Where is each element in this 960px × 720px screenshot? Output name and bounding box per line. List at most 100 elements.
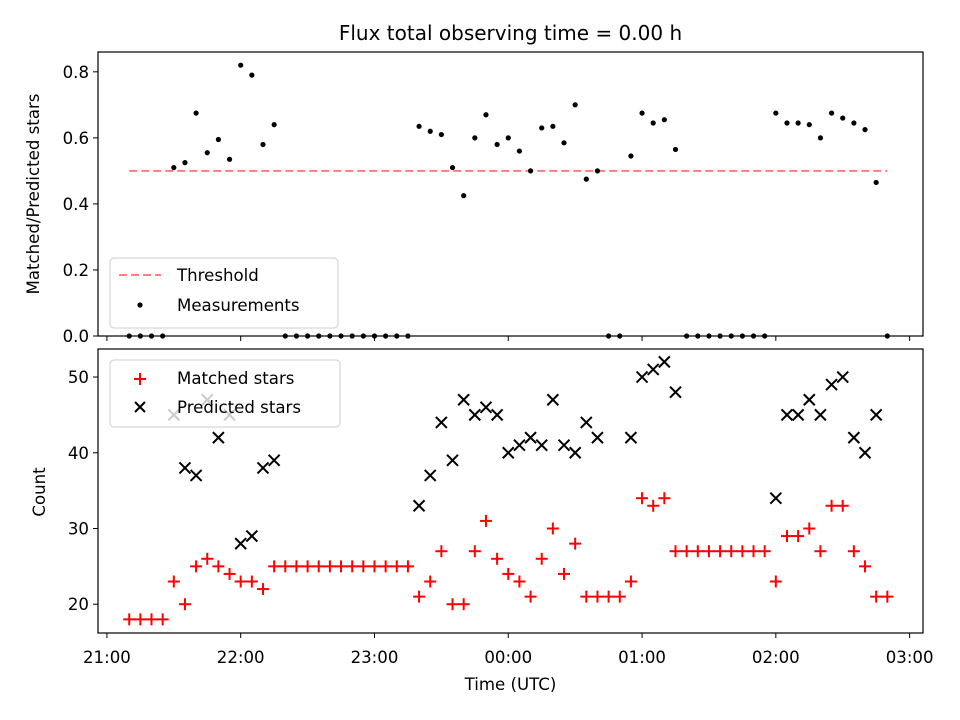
measurement-point bbox=[438, 131, 444, 138]
measurement-point bbox=[795, 120, 801, 126]
predicted-star-marker bbox=[457, 393, 470, 406]
predicted-star-marker bbox=[580, 416, 593, 429]
x-tick-label: 02:00 bbox=[752, 648, 800, 667]
matched-star-marker bbox=[190, 560, 203, 573]
measurement-point bbox=[840, 115, 846, 121]
matched-star-marker bbox=[803, 522, 816, 535]
predicted-legend-swatch bbox=[134, 401, 146, 413]
count-y-tick-label: 50 bbox=[68, 368, 89, 387]
measurement-point bbox=[806, 122, 812, 128]
matched-star-marker bbox=[290, 560, 303, 573]
matched-star-marker bbox=[714, 545, 727, 558]
predicted-star-marker bbox=[245, 529, 259, 543]
measurements-legend-label: Measurements bbox=[177, 296, 300, 315]
measurement-point bbox=[472, 135, 478, 141]
predicted-star-marker bbox=[446, 454, 459, 467]
predicted-star-marker bbox=[869, 408, 883, 422]
measurement-point bbox=[851, 120, 857, 126]
measurement-point bbox=[873, 179, 879, 186]
measurement-point bbox=[494, 141, 500, 148]
matched-star-marker bbox=[123, 613, 136, 626]
predicted-star-marker bbox=[490, 408, 504, 422]
matched-star-marker bbox=[257, 583, 269, 596]
predicted-star-marker bbox=[836, 370, 849, 384]
measurement-point bbox=[862, 127, 868, 133]
measurement-point bbox=[527, 168, 534, 174]
predicted-star-marker bbox=[256, 461, 270, 475]
measurements-legend-swatch bbox=[137, 302, 143, 308]
count-y-tick-label: 30 bbox=[68, 519, 89, 538]
matched-star-marker bbox=[591, 590, 604, 603]
measurement-point bbox=[550, 123, 556, 129]
predicted-star-marker bbox=[234, 537, 247, 550]
matched-star-marker bbox=[323, 560, 336, 573]
ratio-y-ticks: 0.0 0.2 0.4 0.6 0.8 bbox=[63, 63, 98, 346]
matched-star-marker bbox=[491, 552, 504, 565]
matched-star-marker bbox=[301, 560, 314, 573]
ratio-y-tick-label: 0.0 bbox=[63, 327, 89, 346]
matched-star-marker bbox=[702, 545, 715, 558]
predicted-star-marker bbox=[424, 469, 437, 482]
predicted-star-marker bbox=[858, 446, 872, 459]
ratio-axes-frame bbox=[97, 51, 924, 337]
count-y-tick-label: 40 bbox=[68, 444, 89, 463]
matched-star-marker bbox=[669, 545, 682, 558]
matched-star-marker bbox=[602, 590, 615, 603]
matched-star-marker bbox=[178, 598, 191, 611]
count-y-axis-label: Count bbox=[30, 467, 49, 517]
matched-star-marker bbox=[636, 492, 649, 505]
predicted-star-marker bbox=[658, 355, 671, 369]
measurement-point bbox=[461, 193, 467, 199]
predicted-star-marker bbox=[535, 438, 548, 452]
count-axes-frame bbox=[97, 348, 924, 634]
matched-star-marker bbox=[156, 613, 169, 626]
matched-star-marker bbox=[390, 560, 403, 573]
measurement-point bbox=[193, 110, 199, 116]
measurement-point bbox=[238, 62, 244, 68]
predicted-star-marker bbox=[212, 431, 225, 444]
matched-star-marker bbox=[357, 560, 370, 573]
ratio-y-axis-label: Matched/Predicted stars bbox=[24, 94, 43, 295]
measurement-point bbox=[271, 122, 277, 128]
matched-star-marker bbox=[513, 575, 526, 588]
matched-star-marker bbox=[201, 552, 214, 565]
matched-star-marker bbox=[379, 560, 392, 573]
matched-star-marker bbox=[569, 537, 582, 550]
matched-star-marker bbox=[769, 575, 782, 588]
matched-legend-label: Matched stars bbox=[177, 369, 294, 388]
matched-star-marker bbox=[268, 560, 281, 573]
matched-star-marker bbox=[435, 545, 448, 558]
matched-star-marker bbox=[424, 575, 437, 588]
ratio-legend: Threshold Measurements bbox=[109, 257, 339, 329]
matched-star-marker bbox=[312, 560, 325, 573]
measurement-point bbox=[483, 112, 489, 118]
x-axis-label: Time (UTC) bbox=[464, 675, 557, 694]
x-tick-label: 23:00 bbox=[351, 648, 399, 667]
matched-star-marker bbox=[401, 560, 414, 573]
matched-star-marker bbox=[814, 545, 827, 558]
matched-star-marker bbox=[279, 560, 292, 573]
measurement-point bbox=[594, 168, 601, 174]
predicted-star-marker bbox=[803, 393, 816, 406]
predicted-star-marker bbox=[847, 431, 861, 444]
predicted-star-marker bbox=[557, 438, 571, 452]
measurement-point bbox=[416, 123, 422, 129]
predicted-legend-label: Predicted stars bbox=[177, 398, 301, 417]
x-tick-label: 22:00 bbox=[217, 648, 265, 667]
matched-star-marker bbox=[747, 545, 760, 558]
predicted-star-marker bbox=[769, 491, 783, 505]
count-y-tick-label: 20 bbox=[68, 595, 89, 614]
matched-star-marker bbox=[580, 590, 593, 603]
predicted-star-marker bbox=[546, 393, 560, 406]
measurement-point bbox=[817, 135, 824, 141]
predicted-star-marker bbox=[591, 431, 604, 444]
x-tick-label: 01:00 bbox=[618, 648, 666, 667]
matched-star-marker bbox=[223, 567, 236, 580]
measurement-point bbox=[661, 117, 667, 123]
predicted-star-marker bbox=[435, 416, 448, 429]
measurement-point bbox=[204, 150, 210, 156]
measurement-point bbox=[215, 136, 222, 143]
chart-title: Flux total observing time = 0.00 h bbox=[339, 21, 682, 45]
measurement-point bbox=[639, 110, 645, 116]
matched-star-marker bbox=[647, 499, 660, 512]
